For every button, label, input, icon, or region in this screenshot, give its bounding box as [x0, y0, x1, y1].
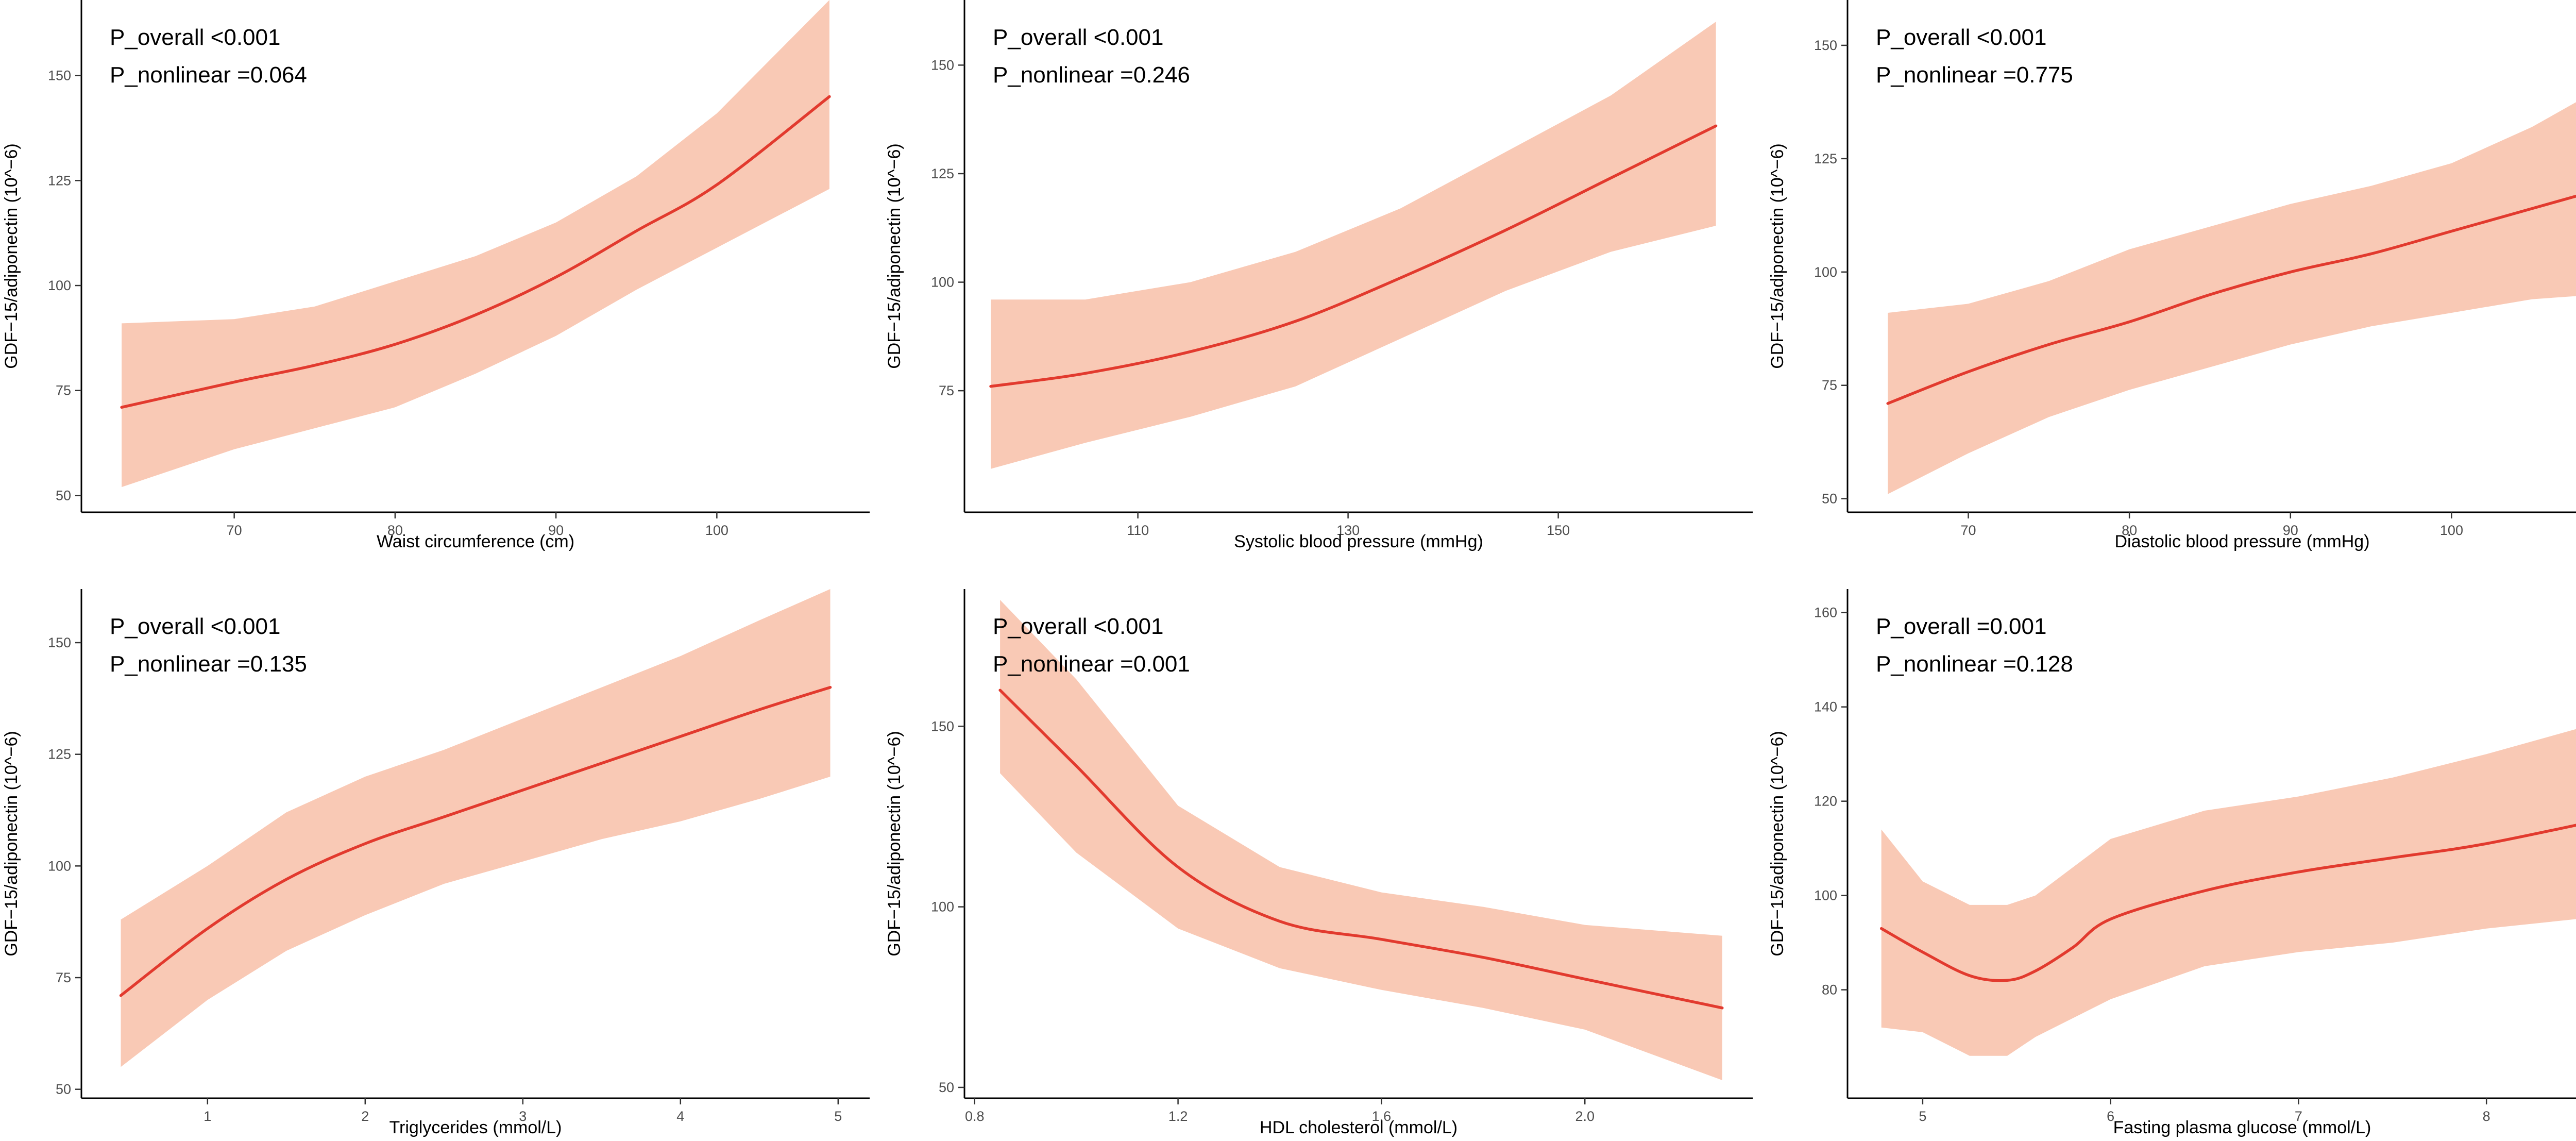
y-tick-label: 50: [939, 1080, 954, 1095]
x-tick-label: 5: [1919, 1109, 1926, 1124]
x-axis-title: Waist circumference (cm): [377, 532, 574, 551]
confidence-band: [991, 22, 1716, 469]
p-overall-annotation: P_overall <0.001: [993, 614, 1163, 639]
y-tick-label: 150: [931, 57, 954, 73]
fitted-line: [1879, 824, 2576, 982]
chart-panel-glucose: 5 6 7 8 80 100 120 140 160 Fasting plasma glucose…: [1768, 589, 2576, 1137]
y-tick-label: 125: [931, 166, 954, 181]
x-tick-label: 130: [1336, 523, 1360, 538]
confidence-band: [121, 589, 831, 1067]
y-tick-label: 150: [1814, 38, 1837, 53]
y-axis-title: GDF−15/adiponectin (10^−6): [2, 731, 21, 956]
y-axis-title: GDF−15/adiponectin (10^−6): [885, 143, 904, 368]
confidence-band: [1888, 102, 2576, 494]
y-tick-label: 50: [56, 488, 71, 503]
x-tick-label: 110: [1127, 523, 1149, 538]
x-tick-label: 8: [2483, 1109, 2490, 1124]
x-tick-label: 90: [548, 523, 564, 538]
p-nonlinear-annotation: P_nonlinear =0.001: [993, 651, 1190, 677]
y-axis-title: GDF−15/adiponectin (10^−6): [1768, 143, 1787, 368]
chart-panel-waist: 70 80 90 100 50 75 100 125 150 Waist circumferenc…: [2, 0, 870, 551]
chart-panel-triglycerides: 1 2 3 4 5 50 75 100 125 150 Triglycerides (mmol/L)…: [2, 589, 870, 1137]
x-tick-label: 0.8: [965, 1109, 985, 1124]
x-tick-label: 80: [387, 523, 403, 538]
x-tick-label: 4: [676, 1109, 684, 1124]
x-tick-label: 100: [705, 523, 728, 538]
x-tick-label: 100: [2440, 523, 2463, 538]
y-tick-label: 125: [48, 747, 71, 762]
x-axis-title: Fasting plasma glucose (mmol/L): [2113, 1118, 2371, 1137]
x-tick-label: 70: [227, 523, 242, 538]
x-axis-title: Diastolic blood pressure (mmHg): [2114, 532, 2369, 551]
x-tick-label: 7: [2295, 1109, 2302, 1124]
y-tick-label: 75: [56, 383, 71, 398]
y-axis-title: GDF−15/adiponectin (10^−6): [1768, 731, 1787, 956]
confidence-band: [1881, 729, 2576, 1056]
y-tick-label: 100: [48, 278, 71, 293]
fitted-line: [1886, 194, 2576, 405]
y-tick-label: 100: [1814, 888, 1837, 903]
chart-panel-hdl: 0.8 1.2 1.6 2.0 50 100 150 HDL cholesterol (mmo…: [885, 589, 1753, 1137]
p-overall-annotation: P_overall <0.001: [993, 25, 1163, 50]
p-nonlinear-annotation: P_nonlinear =0.246: [993, 62, 1190, 88]
p-nonlinear-annotation: P_nonlinear =0.775: [1876, 62, 2073, 88]
x-tick-label: 1: [204, 1109, 211, 1124]
y-axis-title: GDF−15/adiponectin (10^−6): [885, 731, 904, 956]
p-overall-annotation: P_overall <0.001: [110, 25, 280, 50]
y-tick-label: 50: [1822, 491, 1837, 507]
x-tick-label: 1.2: [1168, 1109, 1188, 1124]
x-axis-title: Triglycerides (mmol/L): [389, 1118, 562, 1137]
fitted-line: [998, 689, 1724, 1010]
y-tick-label: 75: [1822, 378, 1837, 393]
x-tick-label: 80: [2122, 523, 2137, 538]
y-tick-label: 80: [1822, 982, 1837, 998]
y-tick-label: 50: [56, 1082, 71, 1097]
y-tick-label: 75: [56, 970, 71, 985]
x-axis-title: Systolic blood pressure (mmHg): [1234, 532, 1483, 551]
y-tick-label: 125: [1814, 151, 1837, 166]
chart-panel-diastolic: 7080901001105075100125150Diastolic blood…: [1768, 0, 2576, 551]
y-tick-label: 150: [931, 718, 954, 734]
y-axis-title: GDF−15/adiponectin (10^−6): [2, 143, 21, 368]
fitted-line: [989, 124, 1718, 388]
p-nonlinear-annotation: P_nonlinear =0.064: [110, 62, 307, 88]
y-tick-label: 100: [931, 275, 954, 290]
confidence-band: [122, 0, 829, 488]
y-tick-label: 75: [939, 383, 954, 398]
chart-panel-systolic: 110 130 150 75 100 125 150 Systolic blood press…: [885, 0, 1753, 551]
x-tick-label: 2: [361, 1109, 369, 1124]
x-tick-label: 3: [519, 1109, 527, 1124]
x-axis-title: HDL cholesterol (mmol/L): [1260, 1118, 1458, 1137]
confidence-band: [1000, 600, 1722, 1080]
p-overall-annotation: P_overall =0.001: [1876, 614, 2046, 639]
p-nonlinear-annotation: P_nonlinear =0.128: [1876, 651, 2073, 677]
x-tick-label: 5: [834, 1109, 842, 1124]
x-tick-label: 70: [1960, 523, 1976, 538]
y-tick-label: 100: [931, 899, 954, 915]
x-tick-label: 6: [2107, 1109, 2114, 1124]
y-tick-label: 120: [1814, 794, 1837, 809]
fitted-line: [120, 95, 831, 409]
y-tick-label: 150: [48, 635, 71, 650]
y-tick-label: 125: [48, 173, 71, 188]
y-tick-label: 140: [1814, 699, 1837, 715]
p-nonlinear-annotation: P_nonlinear =0.135: [110, 651, 307, 677]
y-tick-label: 100: [1814, 264, 1837, 280]
fitted-line: [119, 685, 832, 997]
y-tick-label: 100: [48, 858, 71, 874]
p-overall-annotation: P_overall <0.001: [1876, 25, 2046, 50]
x-tick-label: 150: [1547, 523, 1570, 538]
x-tick-label: 1.6: [1372, 1109, 1392, 1124]
x-tick-label: 90: [2283, 523, 2298, 538]
x-tick-label: 2.0: [1575, 1109, 1595, 1124]
y-tick-label: 160: [1814, 605, 1837, 620]
p-overall-annotation: P_overall <0.001: [110, 614, 280, 639]
y-tick-label: 150: [48, 68, 71, 83]
